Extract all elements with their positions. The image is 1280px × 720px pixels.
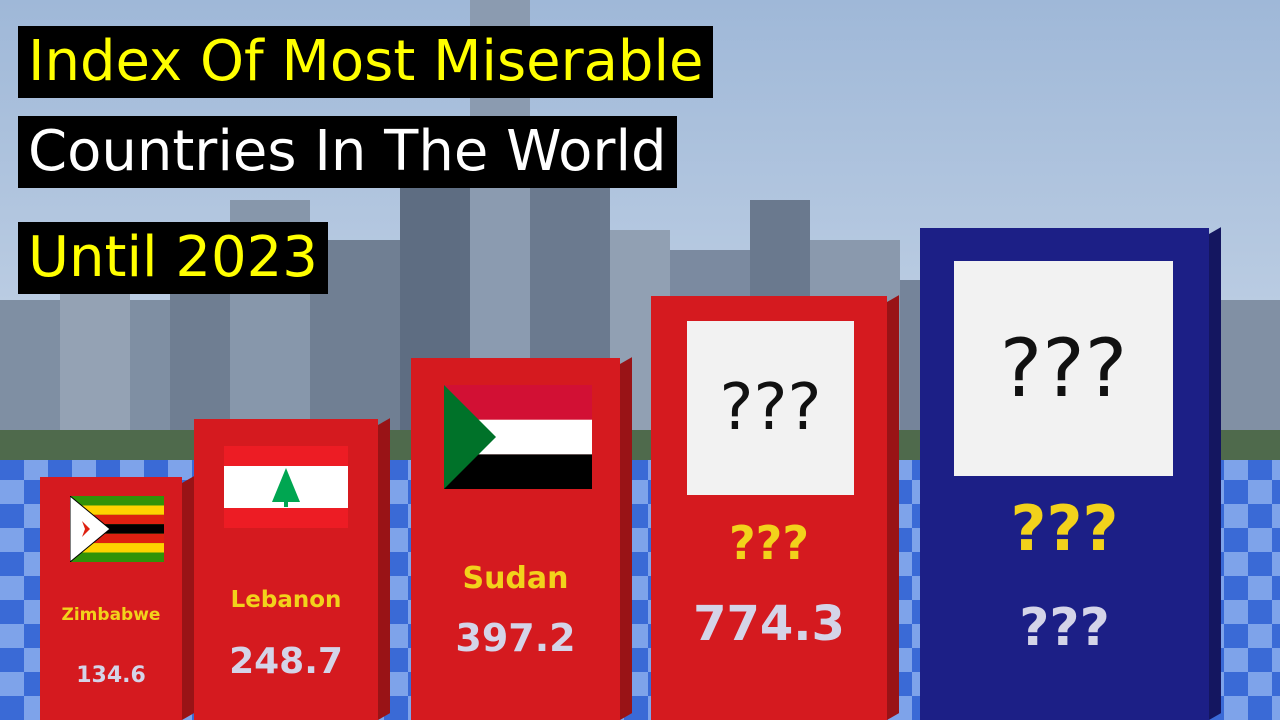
bar-side bbox=[887, 295, 899, 720]
bar-zimbabwe: Zimbabwe 134.6 bbox=[40, 476, 194, 720]
bar-side bbox=[378, 418, 390, 720]
value-label: 397.2 bbox=[455, 616, 576, 660]
bar-hidden-4: ??? ??? 774.3 bbox=[651, 295, 899, 720]
title-line-1: Index Of Most Miserable bbox=[18, 26, 714, 98]
lebanon-flag-icon bbox=[224, 446, 348, 528]
bar-lebanon: Lebanon 248.7 bbox=[194, 418, 390, 720]
hidden-flag-panel: ??? bbox=[954, 261, 1173, 476]
bar-side bbox=[1209, 227, 1221, 720]
bar-label: ??? bbox=[1010, 492, 1119, 565]
title-line-3: Until 2023 bbox=[18, 222, 328, 294]
value-label: 774.3 bbox=[693, 596, 845, 652]
bar-side bbox=[182, 476, 194, 720]
zimbabwe-flag-icon bbox=[70, 496, 164, 562]
bar-label: Lebanon bbox=[230, 587, 342, 613]
value-label: ??? bbox=[1019, 598, 1110, 658]
bar-side bbox=[620, 357, 632, 720]
bar-label: Sudan bbox=[462, 561, 569, 596]
bar-sudan: Sudan 397.2 bbox=[411, 357, 632, 720]
bar-hidden-5: ??? ??? ??? bbox=[920, 227, 1221, 720]
value-label: 248.7 bbox=[229, 641, 343, 682]
bar-label: Zimbabwe bbox=[61, 605, 161, 625]
value-label: 134.6 bbox=[76, 663, 146, 688]
title-line-2: Countries In The World bbox=[18, 116, 677, 188]
sudan-flag-icon bbox=[444, 385, 592, 489]
hidden-flag-panel: ??? bbox=[687, 321, 854, 495]
bar-label: ??? bbox=[728, 516, 810, 570]
